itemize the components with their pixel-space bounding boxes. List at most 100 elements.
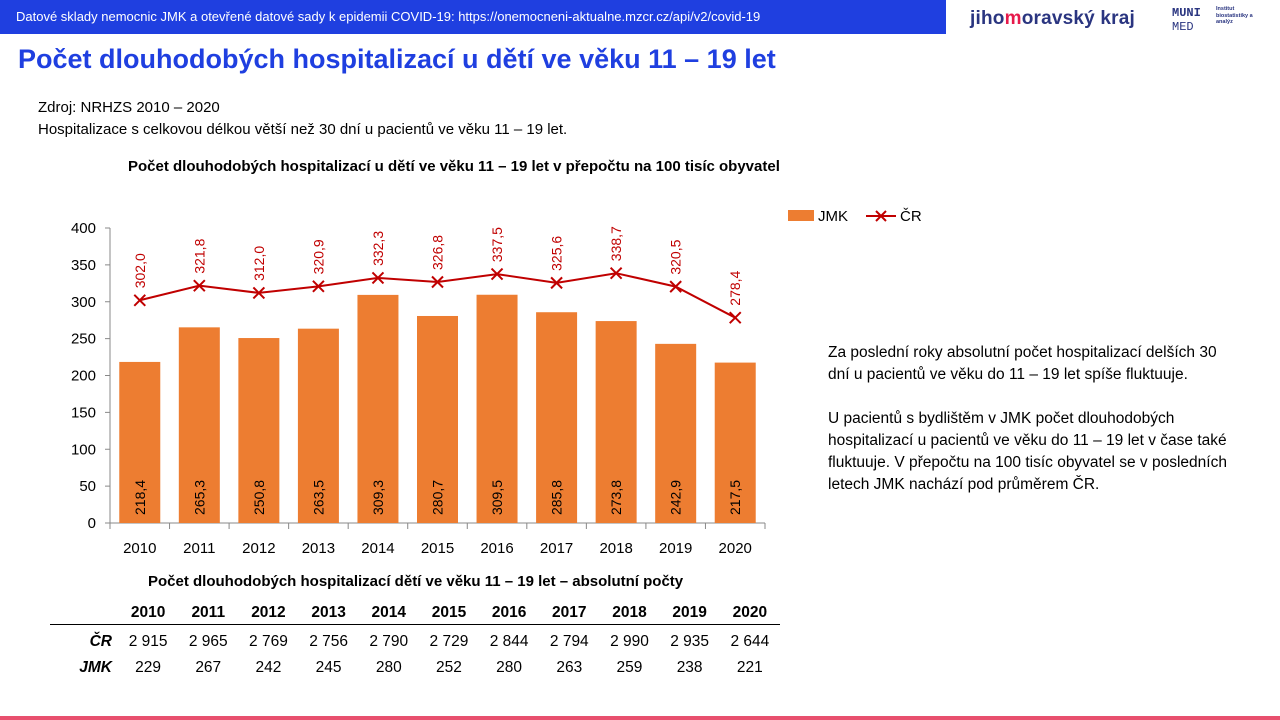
bar-value-label: 273,8 (608, 480, 624, 515)
bar-jmk (476, 294, 518, 523)
table-header-year: 2018 (599, 602, 660, 625)
table-cell: 245 (315, 659, 342, 676)
jmk-logo: jihomoravský kraj (970, 8, 1135, 30)
legend-marker-cr (875, 210, 887, 222)
table-row: JMK 229 267 242 245 280 252 280 263 259 238 221 (50, 655, 780, 681)
jmk-logo-part3: oravský kraj (1021, 8, 1136, 29)
bottom-accent-line (0, 716, 1280, 720)
line-value-label: 321,8 (191, 238, 207, 273)
source-line-1: Zdroj: NRHZS 2010 – 2020 (38, 99, 220, 116)
muni-med-logo: MUNI MED (1172, 6, 1220, 36)
x-tick-label: 2014 (361, 540, 394, 557)
jmk-logo-part2: m (1004, 8, 1022, 29)
table-cell: 2 915 (128, 633, 168, 650)
x-tick-label: 2017 (540, 540, 573, 557)
bar-value-label: 309,3 (370, 480, 386, 515)
line-value-label: 278,4 (727, 270, 743, 305)
table-cell: 2 794 (549, 633, 589, 650)
x-tick-label: 2011 (183, 540, 215, 557)
bar-value-label: 263,5 (310, 480, 326, 515)
bar-jmk (417, 315, 458, 523)
table-row-label: JMK (79, 659, 112, 676)
bar-jmk (178, 327, 220, 523)
marker-cr (609, 267, 623, 280)
table-header-row: 2010 2011 2012 2013 2014 2015 2016 2017 2018 2019… (50, 602, 780, 625)
table-cell: 267 (195, 659, 222, 676)
header-source-bar: Datové sklady nemocnic JMK a otevřené da… (0, 0, 946, 34)
table-cell: 2 769 (249, 633, 288, 650)
table-title: Počet dlouhodobých hospitalizací dětí ve… (148, 573, 684, 590)
bar-value-label: 242,9 (668, 480, 684, 515)
line-value-label: 312,0 (251, 246, 267, 281)
marker-cr (490, 267, 504, 281)
table-cell: 2 756 (309, 633, 348, 650)
table-row-label: ČR (89, 633, 112, 650)
bar-jmk (714, 362, 756, 523)
page-title: Počet dlouhodobých hospitalizací u dětí … (18, 44, 776, 74)
line-value-label: 320,5 (668, 239, 684, 274)
table-header-year: 2010 (118, 602, 179, 625)
jmk-logo-part1: jiho (970, 8, 1005, 29)
legend-label-cr: ČR (900, 208, 922, 225)
bar-value-label: 218,4 (132, 480, 148, 515)
x-tick-label: 2018 (599, 540, 632, 557)
x-tick-label: 2012 (242, 540, 275, 557)
bar-jmk (238, 338, 280, 523)
line-value-label: 337,5 (489, 227, 505, 262)
marker-cr (312, 280, 325, 293)
table-cell: 263 (556, 659, 583, 676)
table-header-year: 2012 (238, 602, 299, 625)
table-header-year: 2011 (178, 602, 239, 625)
line-value-label: 325,6 (549, 236, 565, 271)
y-tick-label: 50 (79, 478, 96, 495)
table-cell: 280 (496, 659, 523, 676)
marker-cr (729, 311, 742, 324)
bar-jmk (595, 321, 637, 523)
marker-cr (133, 294, 146, 307)
header-source-text: Datové sklady nemocnic JMK a otevřené da… (16, 9, 761, 24)
bar-value-label: 280,7 (430, 480, 446, 515)
bar-value-label: 217,5 (727, 480, 743, 515)
y-tick-label: 200 (71, 368, 96, 385)
x-tick-label: 2020 (719, 540, 752, 557)
marker-cr (252, 286, 266, 300)
hospitalization-chart: 0 50 100 150 200 250 300 350 400 218,4 265,3 250,8 2… (71, 208, 922, 557)
y-tick-label: 400 (71, 220, 96, 237)
muni-logo-line2: MED (1172, 20, 1194, 34)
table-cell: 2 644 (730, 633, 770, 650)
y-tick-label: 100 (71, 441, 96, 458)
line-value-label: 326,8 (430, 235, 446, 270)
bar-value-label: 285,8 (549, 480, 565, 515)
table-header-year: 2019 (659, 602, 720, 625)
marker-cr (371, 271, 385, 285)
side-paragraph-2: U pacientů s bydlištěm v JMK počet dlouh… (828, 410, 1227, 493)
marker-cr (669, 280, 682, 293)
table-header-year: 2015 (418, 602, 480, 625)
source-note: Zdroj: NRHZS 2010 – 2020 Hospitalizace s… (38, 97, 567, 141)
bar-value-label: 265,3 (191, 480, 207, 515)
table-cell: 2 844 (489, 633, 529, 650)
table-header-empty (50, 602, 118, 625)
muni-logo-line1: MUNI (1172, 6, 1201, 20)
table-header-year: 2017 (539, 602, 600, 625)
table-header-year: 2020 (719, 602, 780, 625)
table-cell: 2 729 (429, 633, 469, 650)
table-cell: 2 990 (610, 633, 649, 650)
x-tick-label: 2016 (480, 540, 513, 557)
line-cr (139, 272, 736, 319)
bar-value-label: 309,5 (489, 480, 505, 515)
table-cell: 221 (736, 659, 763, 676)
marker-cr (550, 276, 563, 290)
y-tick-label: 150 (71, 404, 96, 421)
line-value-label: 332,3 (370, 231, 386, 266)
muni-logo-subtitle: Institut biostatistiky a analýz (1216, 6, 1253, 25)
table-cell: 238 (676, 659, 703, 676)
absolute-counts-table: 2010 2011 2012 2013 2014 2015 2016 2017 2018 2019… (50, 602, 780, 681)
side-commentary: Za poslední roky absolutní počet hospita… (828, 342, 1228, 518)
legend-swatch-jmk (788, 210, 814, 221)
legend-label-jmk: JMK (818, 208, 848, 225)
table-row: ČR 2 915 2 965 2 769 2 756 2 790 2 729 2 844 2 7… (50, 625, 780, 656)
line-value-label: 302,0 (132, 253, 148, 288)
table-cell: 259 (616, 659, 643, 676)
table-header-year: 2013 (298, 602, 359, 625)
